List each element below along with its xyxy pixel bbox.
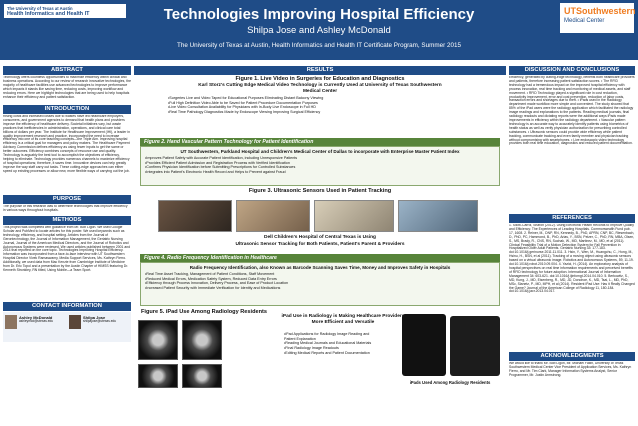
logo-left-line1: The University of Texas at Austin xyxy=(7,6,73,11)
figure-2-bullets: Improves Patient Safety with Accurate Pa… xyxy=(145,156,495,175)
abstract-text: Technology offers countless opportunitie… xyxy=(3,76,131,99)
discussion-text: Efficiency, generated by cutting-edge te… xyxy=(509,76,635,146)
logo-right-line1: UTSouthwestern xyxy=(564,6,636,16)
figure-5-subtitle: iPad Use in Radiology is Making Healthca… xyxy=(281,314,405,325)
acknowledgments-text: We would like to thank Mr. Bob Ligon, Mr… xyxy=(509,362,632,377)
figure-1-title: Figure 1. Live Video in Surgeries for Ed… xyxy=(235,76,405,82)
figure-3-caption-1: Dell Children's Hospital of Central Texa… xyxy=(264,235,376,240)
figure-4-subtitle: Radio Frequency Identification, also Kno… xyxy=(189,265,451,270)
poster-affiliation: The University of Texas at Austin, Healt… xyxy=(177,42,461,49)
list-item: Efficiency through Process Innovation, D… xyxy=(145,281,495,286)
figure-2: Figure 2. Hand Vascular Pattern Technolo… xyxy=(140,138,500,186)
contact-ashley: Ashley McDonald ashleymcd@utexas.edu xyxy=(19,315,53,324)
right-column: DISCUSSION AND CONCLUSIONS Efficiency, g… xyxy=(509,66,635,382)
list-item: Final Radiology Image Readouts xyxy=(284,346,380,351)
avatar xyxy=(5,315,17,329)
list-item: Live Video Consultation Availability for… xyxy=(168,105,506,110)
figure-3: Figure 3. Ultrasonic Sensors Used in Pat… xyxy=(134,188,506,254)
list-item: Surgeries Live and Video Taped for Educa… xyxy=(168,96,506,101)
contact-email-shilpa[interactable]: shilpajose@utexas.edu xyxy=(83,319,117,323)
list-item: Reduced Medical Errors, Medication Safet… xyxy=(145,277,495,282)
list-item: Real Time Asset Tracking, Management of … xyxy=(145,272,495,277)
contact-heading: CONTACT INFORMATION xyxy=(3,302,131,311)
logo-left-line2: Health Informatics and Health IT xyxy=(7,11,90,17)
logo-right-line2: Medical Center xyxy=(564,18,605,24)
poster-authors: Shilpa Jose and Ashley McDonald xyxy=(247,25,391,36)
figure-1-bullets: Surgeries Live and Video Taped for Educa… xyxy=(134,96,506,115)
list-item: Reading Medical Journals and Educational… xyxy=(284,341,380,346)
list-item: Integrates into Patient's Electronic Hea… xyxy=(145,170,495,175)
list-item: Real Time Pathology Diagnostics Made by … xyxy=(168,110,506,115)
avatar xyxy=(69,315,81,329)
purpose-text: The purpose of this research was to dete… xyxy=(3,205,128,212)
contact-shilpa: Shilpa Jose shilpajose@utexas.edu xyxy=(83,315,116,324)
list-item: Provides Efficient Patient Admission and… xyxy=(145,161,495,166)
list-item: Full High Definition Video Able to be Sa… xyxy=(168,101,506,106)
results-column: RESULTS Figure 1. Live Video in Surgerie… xyxy=(134,66,506,390)
methods-heading: METHODS xyxy=(3,216,131,225)
figure-2-box: UT Southwestern, Parkland Hospital and C… xyxy=(140,146,500,186)
list-item: Editing Medical Reports and Patient Docu… xyxy=(284,351,380,356)
list-item: iPad Applications for Radiology Image Re… xyxy=(284,332,380,341)
ipad-photo xyxy=(402,314,446,376)
introduction-heading: INTRODUCTION xyxy=(3,105,131,114)
contact-box: Ashley McDonald ashleymcd@utexas.edu Shi… xyxy=(3,312,131,342)
sensor-photo xyxy=(314,200,394,232)
list-item: Improves Patient Safety with Accurate Pa… xyxy=(145,156,495,161)
figure-5-caption: iPads Used Among Radiology Residents xyxy=(409,380,491,385)
contact-name-shilpa: Shilpa Jose xyxy=(83,315,106,320)
poster-title: Technologies Improving Hospital Efficien… xyxy=(163,6,475,23)
poster-header: The University of Texas at Austin Health… xyxy=(0,0,638,60)
acknowledgments-heading: ACKNOWLEDGMENTS xyxy=(509,352,635,361)
figure-4-box: Radio Frequency Identification, also Kno… xyxy=(140,262,500,306)
discussion-heading: DISCUSSION AND CONCLUSIONS xyxy=(509,66,635,75)
figure-5: Figure 5. iPad Use Among Radiology Resid… xyxy=(134,306,506,390)
purpose-heading: PURPOSE xyxy=(3,195,131,204)
contact-name-ashley: Ashley McDonald xyxy=(19,315,53,320)
abstract-heading: ABSTRACT xyxy=(3,66,131,75)
radiology-scan-image xyxy=(182,364,222,388)
list-item: Increased Patient Security with Immediat… xyxy=(145,286,495,291)
figure-4-bar: Figure 4. Radio Frequency Identification… xyxy=(140,254,500,262)
radiology-scan-image xyxy=(138,320,178,360)
references-text: 1. Silow-Carrol, Sharon (2012). Using El… xyxy=(509,224,635,294)
left-column: ABSTRACT Technology offers countless opp… xyxy=(3,66,131,342)
results-heading: RESULTS xyxy=(134,66,506,75)
ipad-photo xyxy=(450,316,500,376)
utsw-logo: UTSouthwestern Medical Center xyxy=(560,3,636,33)
sensor-photo xyxy=(398,200,478,232)
figure-1: Figure 1. Live Video in Surgeries for Ed… xyxy=(134,76,506,138)
ut-austin-logo: The University of Texas at Austin Health… xyxy=(4,4,126,18)
sensor-photo xyxy=(158,200,232,232)
figure-1-subtitle: Karl Storz's Cutting Edge Medical Video … xyxy=(198,83,442,94)
introduction-text: Rising costs and increased losses due to… xyxy=(3,115,130,173)
references-heading: REFERENCES xyxy=(509,214,635,223)
figure-2-subtitle: UT Southwestern, Parkland Hospital and C… xyxy=(180,149,460,154)
figure-2-bar: Figure 2. Hand Vascular Pattern Technolo… xyxy=(140,138,500,146)
sensor-photo xyxy=(236,200,310,232)
figure-5-title: Figure 5. iPad Use Among Radiology Resid… xyxy=(141,309,267,315)
figure-3-caption-2: Ultrasonic Sensor Tracking for Both Pati… xyxy=(235,242,405,247)
figure-4: Figure 4. Radio Frequency Identification… xyxy=(140,254,500,306)
figure-5-bullets: iPad Applications for Radiology Image Re… xyxy=(284,332,380,356)
contact-email-ashley[interactable]: ashleymcd@utexas.edu xyxy=(19,319,54,323)
figure-3-title: Figure 3. Ultrasonic Sensors Used in Pat… xyxy=(248,188,392,194)
methods-text: This project was completed with guidance… xyxy=(3,226,130,272)
radiology-scan-image xyxy=(182,320,222,360)
radiology-scan-image xyxy=(138,364,178,388)
figure-4-bullets: Real Time Asset Tracking, Management of … xyxy=(145,272,495,291)
list-item: Confirms Physician Identification before… xyxy=(145,165,495,170)
